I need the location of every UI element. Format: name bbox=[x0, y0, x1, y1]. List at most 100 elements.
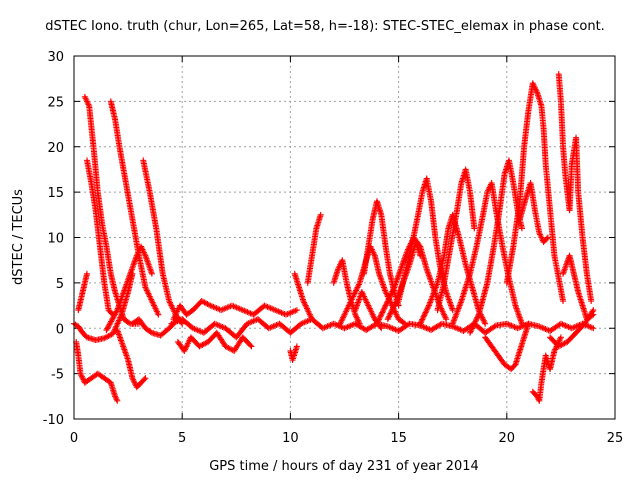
series-19 bbox=[352, 288, 385, 332]
series-2 bbox=[81, 93, 142, 327]
data-point bbox=[590, 325, 597, 332]
data-point bbox=[417, 319, 424, 326]
data-point bbox=[474, 314, 481, 321]
data-point bbox=[471, 225, 478, 232]
y-tick-label: -10 bbox=[43, 413, 64, 428]
data-point bbox=[402, 320, 409, 327]
data-point bbox=[391, 302, 398, 309]
data-point bbox=[387, 291, 394, 298]
series-4 bbox=[75, 270, 90, 314]
data-point bbox=[472, 318, 479, 325]
y-tick-label: 15 bbox=[47, 186, 64, 201]
data-point bbox=[378, 325, 385, 332]
data-point bbox=[248, 343, 255, 350]
data-point bbox=[390, 285, 397, 292]
data-point bbox=[423, 306, 430, 313]
data-point bbox=[469, 325, 476, 332]
series-31 bbox=[555, 71, 595, 305]
data-point bbox=[390, 303, 397, 310]
data-point bbox=[424, 305, 431, 312]
series-22 bbox=[384, 239, 424, 323]
data-point bbox=[473, 317, 480, 324]
data-point bbox=[382, 302, 389, 309]
series-3 bbox=[83, 157, 116, 318]
data-point bbox=[317, 211, 324, 218]
data-point bbox=[83, 270, 90, 277]
series-11 bbox=[174, 329, 255, 354]
data-point bbox=[386, 313, 393, 320]
series-14 bbox=[304, 211, 324, 286]
data-point bbox=[392, 300, 399, 307]
data-point bbox=[148, 270, 155, 277]
series-18 bbox=[360, 198, 402, 309]
data-point bbox=[419, 315, 426, 322]
data-point bbox=[418, 317, 425, 324]
series-30 bbox=[529, 334, 564, 404]
data-point bbox=[381, 305, 388, 312]
y-tick-label: 20 bbox=[47, 141, 64, 156]
series-6 bbox=[103, 243, 155, 334]
data-point bbox=[423, 308, 430, 315]
data-point bbox=[390, 305, 397, 312]
data-point bbox=[420, 313, 427, 320]
data-point bbox=[560, 298, 567, 305]
x-tick-label: 0 bbox=[70, 431, 78, 446]
data-point bbox=[388, 309, 395, 316]
data-points bbox=[71, 71, 597, 404]
data-point bbox=[469, 324, 476, 331]
data-point bbox=[389, 288, 396, 295]
series-12 bbox=[170, 298, 300, 323]
data-point bbox=[475, 313, 482, 320]
data-point bbox=[384, 316, 391, 323]
data-point bbox=[374, 319, 381, 326]
data-point bbox=[387, 292, 394, 299]
plot-frame bbox=[73, 55, 616, 420]
data-point bbox=[385, 296, 392, 303]
data-point bbox=[247, 342, 254, 349]
series-10 bbox=[168, 316, 597, 341]
x-tick-label: 20 bbox=[499, 431, 516, 446]
data-point bbox=[467, 329, 474, 336]
series-5 bbox=[107, 98, 162, 318]
series-33 bbox=[547, 307, 597, 350]
data-point bbox=[417, 252, 424, 259]
data-point bbox=[589, 308, 596, 315]
x-axis-label: GPS time / hours of day 231 of year 2014 bbox=[209, 459, 479, 474]
data-point bbox=[473, 315, 480, 322]
data-point bbox=[375, 317, 382, 324]
data-point bbox=[518, 225, 525, 232]
data-point bbox=[147, 328, 154, 335]
data-point bbox=[491, 323, 498, 330]
series-9 bbox=[140, 157, 186, 327]
series-15 bbox=[287, 343, 300, 364]
y-tick-label: 25 bbox=[47, 95, 64, 110]
data-point bbox=[142, 375, 149, 382]
data-point bbox=[422, 309, 429, 316]
data-point bbox=[155, 311, 162, 318]
data-point bbox=[377, 313, 384, 320]
data-point bbox=[386, 311, 393, 318]
data-point bbox=[385, 295, 392, 302]
axis-ticks: 0 5 10 15 20 25 -10 -5 0 5 10 15 20 25 30 bbox=[43, 50, 624, 446]
x-tick-label: 15 bbox=[390, 431, 407, 446]
data-point bbox=[471, 321, 478, 328]
data-point bbox=[379, 309, 386, 316]
data-point bbox=[384, 298, 391, 305]
data-point bbox=[400, 319, 407, 326]
data-point bbox=[380, 306, 387, 313]
data-point bbox=[543, 235, 550, 242]
data-point bbox=[557, 334, 564, 341]
data-point bbox=[544, 234, 551, 241]
data-point bbox=[387, 310, 394, 317]
y-tick-label: 0 bbox=[56, 322, 64, 337]
data-point bbox=[417, 320, 424, 327]
data-point bbox=[383, 299, 390, 306]
data-point bbox=[381, 303, 388, 310]
data-point bbox=[419, 316, 426, 323]
data-point bbox=[388, 307, 395, 314]
data-point bbox=[421, 310, 428, 317]
data-point bbox=[113, 308, 120, 315]
y-tick-label: 10 bbox=[47, 232, 64, 247]
data-point bbox=[309, 316, 316, 323]
